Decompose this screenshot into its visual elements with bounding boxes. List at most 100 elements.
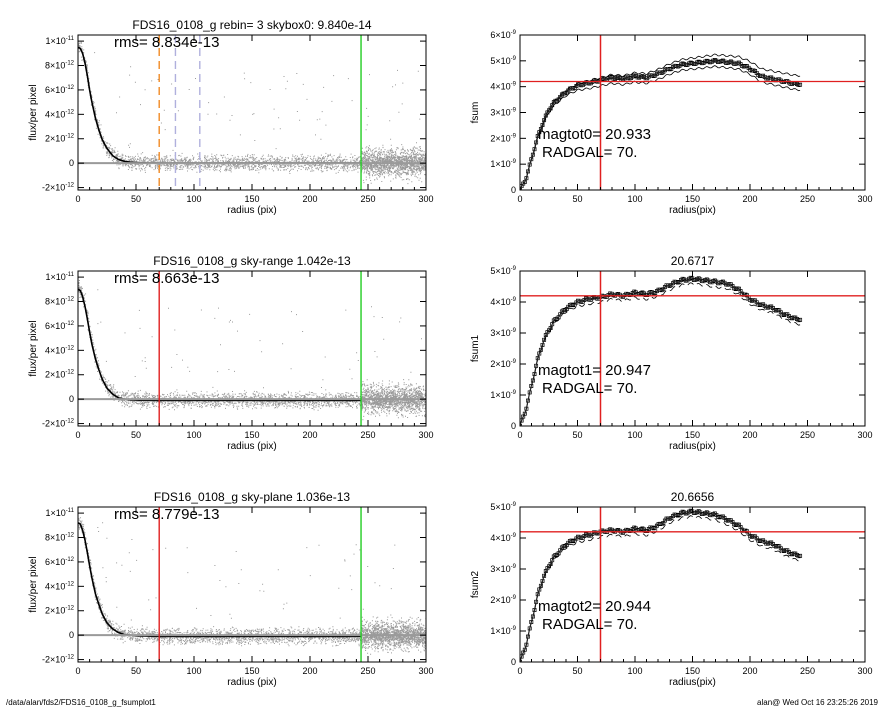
y-axis-label: flux/per pixel <box>28 556 39 612</box>
y-tick-exponent: -9 <box>511 159 517 165</box>
y-tick-label: 2×10-12 <box>45 606 75 616</box>
x-tick-label: 150 <box>685 666 700 676</box>
y-tick-label: 1×10-9 <box>490 159 516 169</box>
y-tick-label: 0 <box>511 657 516 667</box>
rms-annotation: rms= 8.779e-13 <box>114 506 219 523</box>
x-tick-label: 250 <box>800 666 815 676</box>
y-tick-label: 8×10-12 <box>45 61 75 71</box>
plot-area <box>520 271 865 426</box>
y-tick-label: 2×10-9 <box>490 595 516 605</box>
plot-title: FDS16_0108_g sky-plane 1.036e-13 <box>154 490 350 504</box>
x-axis-label: radius(pix) <box>669 677 716 688</box>
plot-area <box>520 507 865 662</box>
x-tick-label: 200 <box>302 666 317 676</box>
x-tick-label: 300 <box>857 194 872 204</box>
y-tick-label: 5×10-9 <box>490 266 516 276</box>
scatter-points <box>78 280 426 421</box>
y-tick-label: 6×10-12 <box>45 85 75 95</box>
y-tick-exponent: -12 <box>65 134 74 140</box>
x-tick-label: 0 <box>75 666 80 676</box>
y-tick-label: 4×10-12 <box>45 581 75 591</box>
y-tick-exponent: -12 <box>65 655 74 661</box>
x-tick-label: 300 <box>857 666 872 676</box>
cumulative-flux-line <box>520 510 801 662</box>
y-tick-label: 2×10-9 <box>490 133 516 143</box>
x-tick-label: 0 <box>517 194 522 204</box>
y-tick-label: 3×10-9 <box>490 328 516 338</box>
y-tick-label: 6×10-9 <box>490 30 516 40</box>
y-tick-exponent: -9 <box>511 328 517 334</box>
y-tick-label: 0 <box>69 630 74 640</box>
plot-area <box>520 35 865 190</box>
plot-title: FDS16_0108_g sky-range 1.042e-13 <box>153 254 351 268</box>
y-tick-label: -2×10-12 <box>42 183 75 193</box>
x-tick-label: 100 <box>186 430 201 440</box>
x-tick-label: 150 <box>244 194 259 204</box>
y-tick-exponent: -9 <box>511 359 517 365</box>
y-tick-label: 4×10-9 <box>490 82 516 92</box>
y-tick-exponent: -9 <box>511 56 517 62</box>
x-tick-label: 250 <box>360 194 375 204</box>
lower-bound-line <box>520 65 801 190</box>
y-tick-label: 5×10-9 <box>490 502 516 512</box>
y-tick-exponent: -12 <box>65 370 74 376</box>
x-tick-label: 250 <box>360 430 375 440</box>
x-tick-label: 0 <box>75 194 80 204</box>
y-tick-label: 0 <box>511 185 516 195</box>
y-tick-exponent: -9 <box>511 30 517 36</box>
rms-annotation: rms= 8.834e-13 <box>114 34 219 51</box>
x-axis-label: radius (pix) <box>227 677 276 688</box>
magtot-label: magtot1= 20.947 <box>538 362 651 379</box>
y-tick-exponent: -9 <box>511 108 517 114</box>
y-axis-label: fsum2 <box>470 570 481 598</box>
y-tick-label: 4×10-12 <box>45 345 75 355</box>
radial-profile-line <box>78 46 361 164</box>
radgal-label: RADGAL= 70. <box>542 144 637 161</box>
y-axis-label: fsum1 <box>470 334 481 362</box>
y-tick-label: 0 <box>69 158 74 168</box>
x-tick-label: 50 <box>131 194 141 204</box>
plot-area <box>78 507 426 662</box>
x-tick-label: 150 <box>244 430 259 440</box>
x-tick-label: 150 <box>244 666 259 676</box>
y-tick-exponent: -12 <box>65 557 74 563</box>
y-tick-exponent: -9 <box>511 533 517 539</box>
y-tick-label: 4×10-9 <box>490 533 516 543</box>
magtot-label: magtot0= 20.933 <box>538 126 651 143</box>
y-tick-exponent: -9 <box>511 390 517 396</box>
y-tick-label: 3×10-9 <box>490 108 516 118</box>
x-tick-label: 0 <box>517 430 522 440</box>
x-tick-label: 200 <box>302 194 317 204</box>
y-tick-label: 8×10-12 <box>45 297 75 307</box>
y-tick-exponent: -9 <box>511 82 517 88</box>
y-axis-label: fsum <box>470 102 481 124</box>
cumulative-flux-markers <box>520 275 803 426</box>
x-tick-label: 200 <box>742 666 757 676</box>
y-tick-exponent: -12 <box>65 297 74 303</box>
x-tick-label: 50 <box>131 666 141 676</box>
x-tick-label: 250 <box>800 430 815 440</box>
x-tick-label: 0 <box>75 430 80 440</box>
y-tick-exponent: -9 <box>511 502 517 508</box>
x-tick-label: 300 <box>418 666 433 676</box>
y-axis-label: flux/per pixel <box>28 84 39 140</box>
plot-title: FDS16_0108_g rebin= 3 skybox0: 9.840e-14 <box>132 18 371 32</box>
x-tick-label: 50 <box>131 430 141 440</box>
x-axis-label: radius(pix) <box>669 205 716 216</box>
y-tick-label: 2×10-12 <box>45 370 75 380</box>
y-tick-exponent: -9 <box>511 266 517 272</box>
x-tick-label: 200 <box>742 430 757 440</box>
x-tick-label: 300 <box>857 430 872 440</box>
y-tick-exponent: -12 <box>65 109 74 115</box>
y-tick-label: 1×10-11 <box>45 508 74 518</box>
plot-title: 20.6717 <box>671 254 715 268</box>
x-tick-label: 100 <box>627 430 642 440</box>
x-tick-label: 300 <box>418 430 433 440</box>
x-tick-label: 200 <box>302 430 317 440</box>
x-tick-label: 100 <box>186 194 201 204</box>
y-tick-exponent: -11 <box>66 36 75 42</box>
y-tick-label: 6×10-12 <box>45 557 75 567</box>
panel-3: rms= 8.663e-13 0 50 100 150 200 250 300 1×10-11 8… <box>28 254 434 452</box>
